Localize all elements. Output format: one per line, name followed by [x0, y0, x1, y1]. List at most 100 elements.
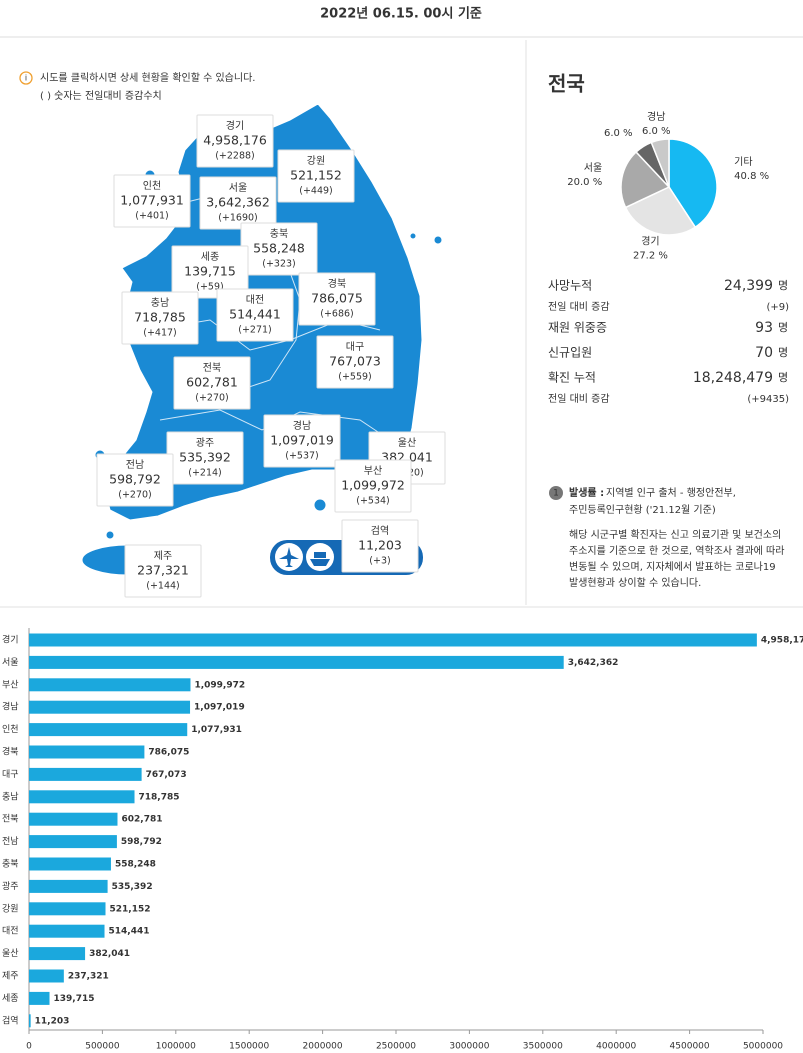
bar-value-label: 1,099,972	[194, 680, 245, 690]
region-name: 강원	[307, 155, 325, 167]
island	[313, 498, 327, 512]
region-value: 602,781	[186, 375, 238, 390]
region-box-bg	[298, 272, 376, 326]
region-change: (+686)	[320, 309, 354, 320]
region-box[interactable]: 경남1,097,019 (+537)	[263, 414, 341, 468]
bar-value-label: 602,781	[121, 815, 162, 825]
bar	[29, 745, 145, 759]
region-name: 전북	[203, 362, 221, 374]
bar-value-label: 4,958,176	[761, 636, 803, 646]
region-box-bg	[316, 335, 394, 389]
region-name: 광주	[196, 437, 214, 449]
y-tick-label: 전북	[2, 814, 19, 825]
bar-value-label: 237,321	[68, 972, 109, 982]
x-tick-label: 5000000	[743, 1042, 783, 1052]
pie-slice	[620, 150, 671, 209]
x-tick-label: 0	[26, 1042, 32, 1052]
y-tick-label: 광주	[2, 880, 19, 892]
region-name: 울산	[398, 437, 416, 449]
region-value: 767,073	[329, 354, 381, 369]
region-change: (+214)	[188, 468, 222, 479]
region-name: 전남	[126, 459, 144, 471]
region-box[interactable]: 부산1,099,972 (+534)	[334, 459, 412, 513]
bar-value-label: 718,785	[139, 792, 180, 802]
stat-label: 확진 누적	[548, 371, 596, 385]
x-tick-label: 1000000	[156, 1042, 196, 1052]
pie-slice	[624, 186, 697, 236]
bar	[29, 655, 564, 669]
bar-value-label: 11,203	[35, 1016, 70, 1026]
y-tick-label: 대구	[2, 769, 19, 780]
region-value: 718,785	[134, 310, 186, 325]
x-tick-label: 4500000	[670, 1042, 710, 1052]
x-tick-label: 2000000	[303, 1042, 343, 1052]
pie-value-label: 40.8 %	[734, 171, 769, 182]
footnote-label: 발생률 :	[569, 486, 604, 499]
region-change: (+270)	[118, 490, 152, 501]
region-box[interactable]: 서울3,642,362 (+1690)	[199, 176, 277, 230]
region-change: (+270)	[195, 393, 229, 404]
region-value: 139,715	[184, 264, 236, 279]
region-box[interactable]: 경기4,958,176 (+2288)	[196, 114, 274, 168]
region-name: 경기	[226, 119, 244, 132]
bar-value-label: 514,441	[109, 927, 150, 937]
region-box-bg	[196, 114, 274, 168]
bar	[29, 723, 188, 737]
stat-unit: 명	[778, 321, 788, 334]
y-tick-label: 강원	[2, 903, 19, 914]
bar	[29, 812, 118, 826]
region-value: 4,958,176	[203, 133, 267, 148]
bar-value-label: 767,073	[146, 770, 187, 780]
x-tick-label: 3000000	[449, 1042, 489, 1052]
region-value: 1,077,931	[120, 193, 184, 208]
bar-value-label: 535,392	[112, 882, 153, 892]
y-tick-label: 경기	[2, 634, 19, 646]
bar-value-label: 786,075	[148, 748, 189, 758]
pie-label: 경기	[641, 235, 659, 248]
y-tick-label: 검역	[2, 1014, 19, 1026]
region-value: 598,792	[109, 472, 161, 487]
bar	[29, 790, 135, 804]
region-value: 521,152	[290, 168, 342, 183]
bar	[29, 879, 108, 893]
stat-label: 신규입원	[548, 346, 592, 360]
bar	[29, 633, 757, 647]
region-change: (+417)	[143, 328, 177, 339]
region-change: (+59)	[196, 282, 223, 293]
region-box-bg	[277, 149, 355, 203]
region-name: 인천	[143, 180, 161, 192]
stat-unit: 명	[778, 346, 788, 359]
y-tick-label: 경북	[2, 746, 19, 758]
airplane	[279, 547, 299, 567]
region-value: 558,248	[253, 241, 305, 256]
region-box-bg	[341, 519, 419, 573]
header-title: 2022년 06.15. 00시 기준	[320, 7, 482, 22]
note: 시도를 클릭하시면 상세 현황을 확인할 수 있습니다.	[40, 71, 255, 84]
footnote-text: 주소지를 기준으로 한 것으로, 역학조사 결과에 따라	[569, 545, 784, 557]
region-value: 535,392	[179, 450, 231, 465]
region-box-bg	[199, 176, 277, 230]
stat-change-label: 전일 대비 증감	[548, 393, 610, 405]
y-tick-label: 울산	[2, 948, 19, 959]
footnote-source: 주민등록인구현황 ('21.12월 기준)	[569, 504, 716, 516]
region-box[interactable]: 인천1,077,931 (+401)	[113, 174, 191, 228]
region-change: (+2288)	[215, 151, 255, 162]
region-name: 경북	[328, 277, 346, 290]
region-name: 서울	[229, 182, 247, 194]
y-tick-label: 충남	[2, 791, 19, 802]
bar	[29, 835, 117, 849]
region-box-bg	[334, 459, 412, 513]
region-name: 경남	[293, 419, 311, 432]
